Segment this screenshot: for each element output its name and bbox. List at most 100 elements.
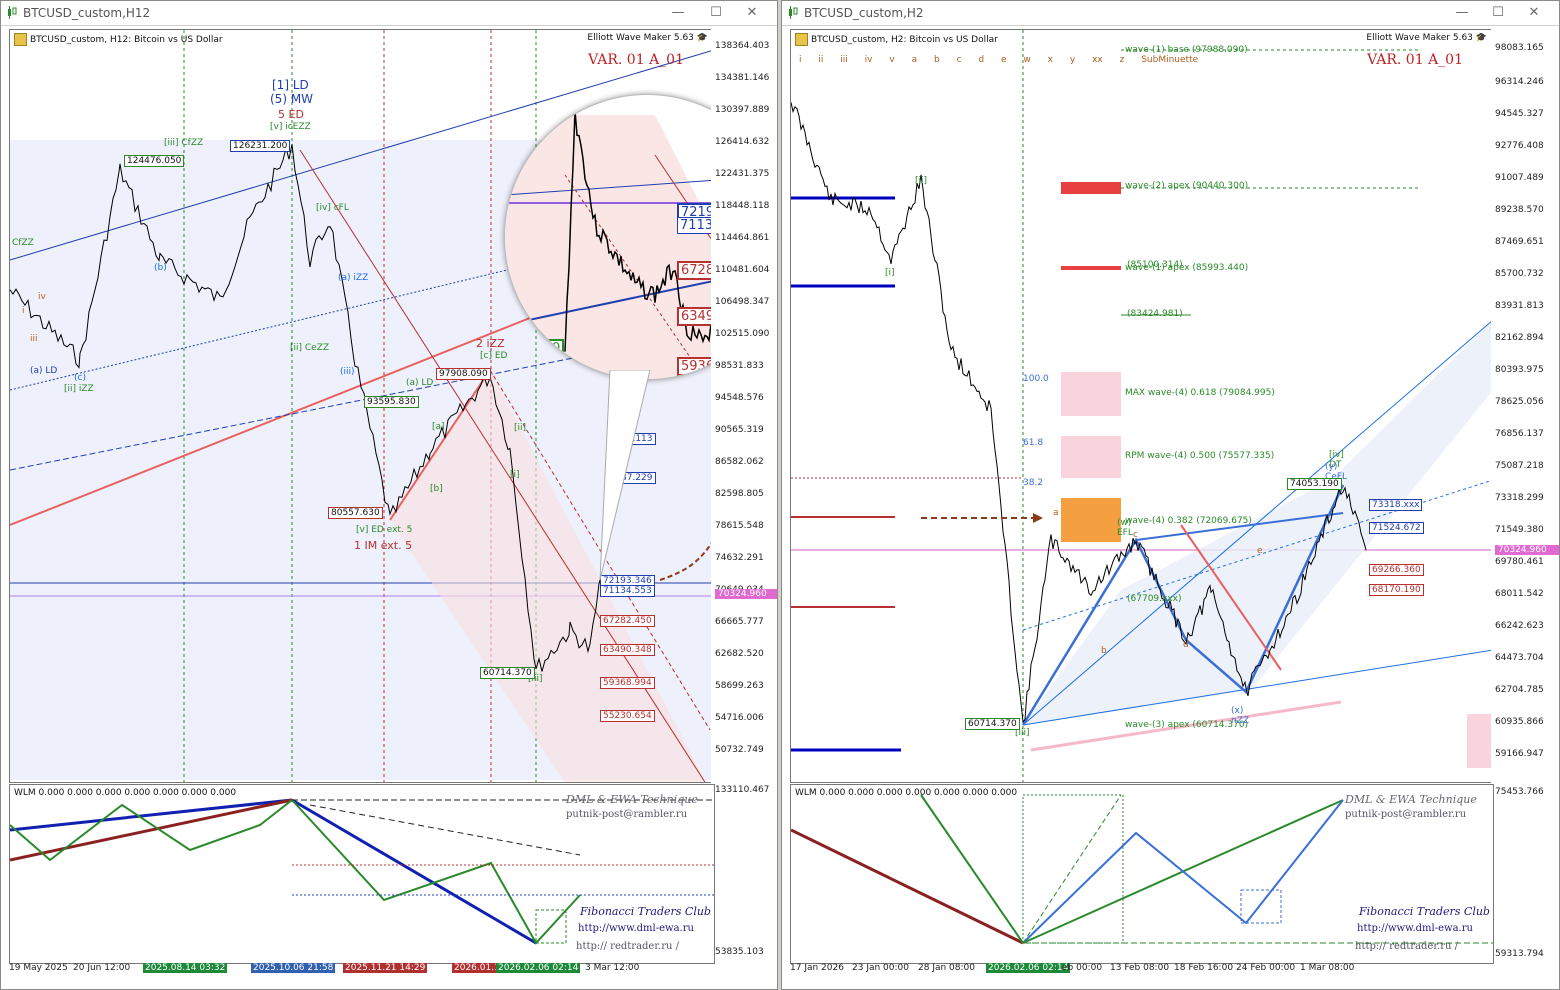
price-scale-tick: 66242.623: [1495, 621, 1544, 631]
degree-item[interactable]: c: [956, 55, 962, 65]
wave-label[interactable]: (b): [154, 263, 167, 273]
degree-item[interactable]: w: [1023, 55, 1031, 65]
chart-candles-icon: [8, 6, 17, 19]
wave-label[interactable]: [ii] iZZ: [64, 384, 94, 394]
wave-line: [1022, 799, 1344, 944]
price-chart[interactable]: BTCUSD_custom, H12: Bitcoin vs US Dollar…: [9, 29, 715, 783]
close-button[interactable]: ✕: [1528, 5, 1540, 20]
wave-label[interactable]: (5) MW: [270, 92, 314, 106]
window-titlebar[interactable]: BTCUSD_custom,H2 — ☐ ✕: [782, 1, 1559, 26]
wave-label[interactable]: [ii]: [514, 423, 527, 433]
wave-label[interactable]: (y) CeFL: [1325, 462, 1348, 482]
minimize-button[interactable]: —: [1455, 5, 1469, 20]
wave-label[interactable]: 5 ED: [278, 108, 304, 121]
degree-item[interactable]: iv: [864, 55, 873, 65]
wave-label[interactable]: d: [1183, 640, 1189, 650]
wave-label[interactable]: [i]: [885, 268, 895, 278]
wave-label[interactable]: 1 IM ext. 5: [354, 539, 413, 552]
wave-label[interactable]: (w) EFL: [1117, 518, 1133, 538]
wave-label[interactable]: b: [1101, 646, 1107, 656]
degree-item[interactable]: d: [978, 55, 985, 65]
price-scale[interactable]: 98083.165 96314.246 94545.327 92776.408 …: [1491, 29, 1559, 961]
wave-line: [10, 799, 293, 862]
wave-label[interactable]: c: [1133, 530, 1138, 540]
price-scale-tick: 59166.947: [1495, 749, 1544, 759]
wave-label[interactable]: iii: [30, 334, 38, 344]
price-scale-tick: 83931.813: [1495, 301, 1544, 311]
current-price-badge: 70324.960: [1495, 545, 1559, 555]
degree-item[interactable]: ii: [818, 55, 824, 65]
wave-label[interactable]: [ii]: [915, 176, 928, 186]
maximize-button[interactable]: ☐: [710, 5, 722, 20]
wave-label[interactable]: [ii] CeZZ: [290, 343, 330, 353]
symbol-label: BTCUSD_custom, H2: Bitcoin vs US Dollar: [795, 33, 998, 46]
wave-label[interactable]: iv: [38, 292, 46, 302]
degree-item[interactable]: a: [911, 55, 918, 65]
indicator-label: WLM 0.000 0.000 0.000 0.000 0.000 0.000 …: [14, 788, 237, 798]
wave-label[interactable]: [b]: [430, 484, 443, 494]
minimize-button[interactable]: —: [671, 5, 685, 20]
time-scale[interactable]: 17 Jan 2026 23 Jan 00:00 28 Jan 08:00 20…: [790, 961, 1492, 977]
hline: [505, 179, 714, 196]
price-scale-tick: 82598.805: [715, 489, 764, 499]
wave-label[interactable]: e: [1257, 546, 1263, 556]
url-link[interactable]: http:// redtrader.ru /: [576, 941, 679, 952]
price-scale-tick: 94548.576: [715, 393, 764, 403]
wave-line: [10, 798, 293, 832]
degree-item[interactable]: y: [1069, 55, 1076, 65]
degree-item[interactable]: e: [1000, 55, 1007, 65]
wave-label[interactable]: CfZZ: [12, 238, 34, 248]
wave-label[interactable]: [c] ED: [480, 351, 508, 361]
price-scale[interactable]: 138364.403 134381.146 130397.889 126414.…: [711, 29, 777, 961]
degree-item[interactable]: x: [1047, 55, 1053, 65]
wave-label[interactable]: [a]: [432, 422, 445, 432]
close-button[interactable]: ✕: [746, 5, 758, 20]
time-tick: 18 Feb 16:00: [1174, 963, 1234, 973]
wave-label[interactable]: (a) LD: [406, 378, 434, 388]
time-scale[interactable]: 19 May 2025 20 Jun 12:00 2025.08.14 03:3…: [9, 961, 713, 977]
trend-line: [10, 49, 714, 261]
chart-window-h2[interactable]: BTCUSD_custom,H2 — ☐ ✕: [781, 0, 1560, 990]
level-zone: [1061, 266, 1121, 270]
wave-label[interactable]: [iii] CfZZ: [164, 138, 204, 148]
price-scale-tick: 134381.146: [715, 73, 770, 83]
fib-mark: 61.8: [1023, 438, 1044, 448]
wave-label[interactable]: [v] ED ext. 5: [356, 525, 413, 535]
wave-label[interactable]: (x) nZZ: [1231, 706, 1250, 726]
degree-item[interactable]: xx: [1092, 55, 1103, 65]
url-link[interactable]: http:// redtrader.ru /: [1355, 941, 1458, 952]
maximize-button[interactable]: ☐: [1492, 5, 1504, 20]
wave-label[interactable]: [i]: [510, 470, 520, 480]
wave-label[interactable]: [v] icEZZ: [270, 122, 311, 132]
window-titlebar[interactable]: BTCUSD_custom,H12 — ☐ ✕: [1, 1, 777, 26]
wave-label[interactable]: i: [22, 306, 25, 316]
wave-label[interactable]: [iv] cFL: [316, 203, 349, 213]
url-link[interactable]: http://www.dml-ewa.ru: [578, 923, 694, 934]
wave-label[interactable]: (a) LD: [30, 366, 58, 376]
degree-item[interactable]: z: [1119, 55, 1125, 65]
variant-label: VAR. 01 A_01: [588, 52, 684, 68]
price-scale-tick: 138364.403: [715, 41, 770, 51]
wave-label[interactable]: [iii]: [528, 674, 543, 684]
degree-item[interactable]: i: [799, 55, 802, 65]
level-label: wave-(4) 0.382 (72069.675): [1125, 516, 1252, 526]
indicator-pane[interactable]: WLM 0.000 0.000 0.000 0.000 0.000 0.000 …: [9, 784, 715, 964]
wave-line: [791, 828, 1024, 945]
degree-item[interactable]: v: [889, 55, 895, 65]
degree-item[interactable]: b: [933, 55, 940, 65]
degree-item[interactable]: iii: [840, 55, 848, 65]
degree-item[interactable]: SubMinuette: [1141, 55, 1199, 65]
wave-label[interactable]: [iii]: [1015, 728, 1030, 738]
wave-label[interactable]: a: [1053, 508, 1059, 518]
indicator-pane[interactable]: WLM 0.000 0.000 0.000 0.000 0.000 0.000 …: [790, 784, 1494, 964]
wave-label[interactable]: (a) iZZ: [338, 273, 369, 283]
price-chart[interactable]: BTCUSD_custom, H2: Bitcoin vs US Dollar …: [790, 29, 1494, 783]
wave-label[interactable]: 2 iZZ: [476, 337, 505, 350]
chart-window-h12[interactable]: BTCUSD_custom,H12 — ☐ ✕ BTCUSD_custom, H: [0, 0, 778, 990]
wave-label[interactable]: (iii): [340, 367, 355, 377]
price-scale-tick: 62682.520: [715, 649, 764, 659]
wave-label[interactable]: [1] LD: [272, 78, 309, 92]
wave-label[interactable]: (c): [74, 373, 86, 383]
url-link[interactable]: http://www.dml-ewa.ru: [1357, 923, 1473, 934]
wave-label[interactable]: [iv] DT: [1329, 450, 1344, 470]
